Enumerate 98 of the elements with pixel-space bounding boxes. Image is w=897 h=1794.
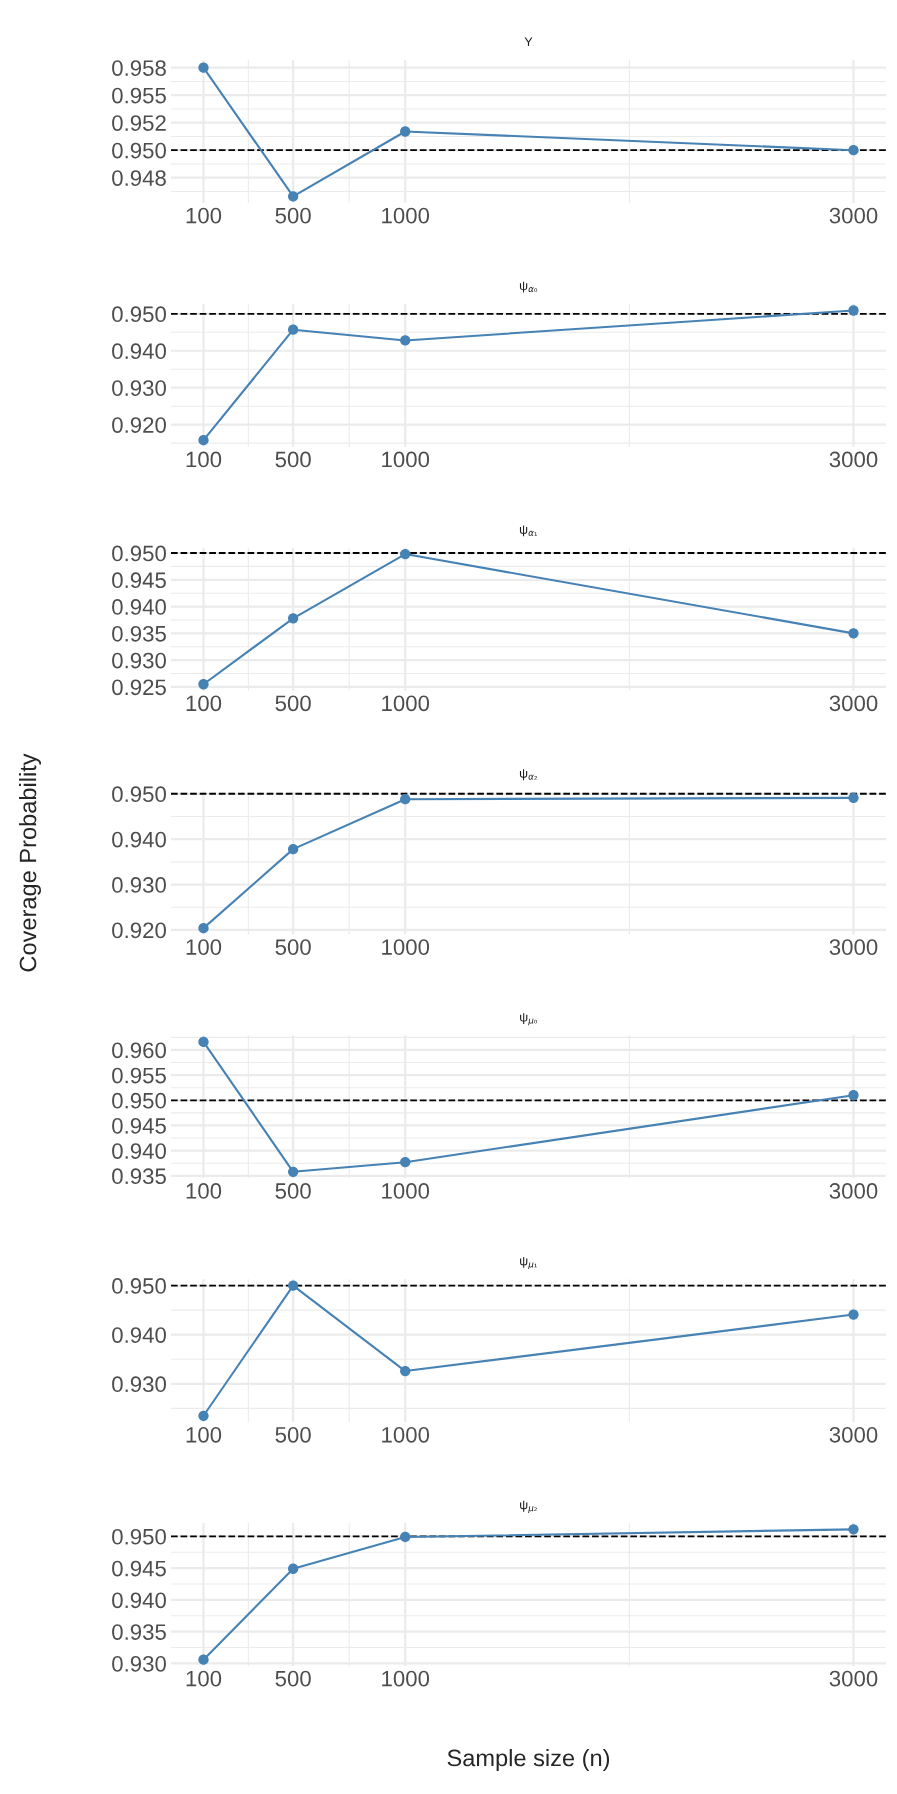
point [848, 628, 859, 639]
x-tick-label: 3000 [829, 451, 878, 468]
y-tick-label: 0.950 [112, 786, 166, 803]
x-axis-title: Sample size (n) [447, 1748, 610, 1771]
x-tick-label: 100 [186, 1670, 222, 1687]
point [288, 191, 299, 202]
point [400, 126, 411, 137]
point [848, 145, 859, 156]
y-tick-label: 0.935 [112, 1624, 166, 1640]
y-tick-label: 0.930 [112, 877, 166, 893]
y-tick-label: 0.920 [112, 922, 166, 939]
x-tick-label: 1000 [382, 1670, 430, 1687]
x-tick-label: 1000 [382, 207, 430, 224]
x-tick-label: 1000 [382, 939, 430, 955]
y-tick-label: 0.955 [112, 1067, 166, 1084]
x-tick-label: 100 [186, 451, 222, 468]
point [400, 335, 411, 346]
point [400, 548, 411, 560]
point [848, 1090, 859, 1101]
chart-title: ψ$_{μ₀}$ [520, 1013, 538, 1026]
y-tick-label: 0.940 [112, 831, 166, 848]
y-tick-label: 0.945 [112, 1118, 166, 1134]
x-tick-label: 500 [275, 939, 311, 955]
point [288, 613, 299, 624]
y-tick-label: 0.940 [112, 1143, 166, 1159]
y-tick-label: 0.945 [112, 1560, 166, 1577]
chart-title: ψ$_{α₀}$ [519, 281, 538, 293]
point [848, 1309, 859, 1320]
y-tick-label: 0.958 [112, 60, 166, 76]
x-tick-label: 500 [275, 1670, 311, 1687]
x-tick-label: 1000 [382, 451, 430, 468]
y-tick-label: 0.950 [112, 142, 166, 159]
y-tick-label: 0.950 [112, 306, 166, 323]
y-tick-label: 0.940 [112, 1592, 166, 1609]
point [848, 792, 859, 804]
point [198, 922, 209, 934]
x-tick-label: 3000 [829, 1426, 878, 1443]
x-tick-label: 3000 [829, 695, 878, 712]
x-tick-label: 500 [275, 1426, 311, 1443]
chart-title: ψ$_{μ₁}$ [520, 1257, 537, 1270]
x-tick-label: 1000 [382, 695, 430, 712]
x-tick-label: 100 [186, 207, 222, 224]
point [288, 1166, 299, 1177]
y-tick-label: 0.930 [112, 1655, 166, 1672]
x-tick-label: 100 [186, 1183, 222, 1199]
y-tick-label: 0.920 [112, 417, 166, 433]
x-tick-label: 3000 [829, 939, 878, 955]
y-tick-label: 0.935 [112, 625, 166, 642]
y-tick-label: 0.955 [112, 87, 166, 104]
y-tick-label: 0.925 [112, 679, 166, 696]
chart-title: ψ$_{α₂}$ [519, 769, 537, 781]
x-tick-label: 3000 [829, 1183, 878, 1199]
point [400, 1157, 411, 1168]
point [198, 1410, 209, 1421]
y-tick-label: 0.930 [112, 652, 166, 669]
x-tick-label: 1000 [382, 1183, 430, 1199]
point [198, 1036, 209, 1048]
y-tick-label: 0.950 [112, 1092, 166, 1109]
point [400, 794, 411, 805]
point [848, 305, 859, 316]
y-tick-label: 0.960 [112, 1042, 166, 1059]
y-tick-label: 0.950 [112, 1528, 166, 1545]
x-tick-label: 500 [275, 451, 311, 468]
x-tick-label: 3000 [829, 1670, 878, 1687]
y-tick-label: 0.930 [112, 1376, 166, 1393]
x-tick-label: 100 [186, 1426, 222, 1443]
point [198, 679, 209, 690]
x-tick-label: 1000 [382, 1426, 430, 1443]
y-tick-label: 0.940 [112, 599, 166, 615]
y-tick-label: 0.940 [112, 1327, 166, 1343]
y-tick-label: 0.945 [112, 572, 166, 589]
x-tick-label: 500 [275, 1183, 311, 1199]
point [848, 1524, 859, 1535]
point [198, 1654, 209, 1665]
point [198, 62, 209, 73]
point [288, 1563, 299, 1574]
y-tick-label: 0.940 [112, 343, 166, 360]
x-tick-label: 500 [275, 695, 311, 712]
y-tick-label: 0.948 [112, 170, 166, 186]
chart-title: ψ$_{α₁}$ [519, 525, 537, 537]
point [288, 324, 299, 335]
chart-title: ψ$_{μ₂}$ [520, 1500, 537, 1513]
point [288, 1280, 299, 1291]
y-tick-label: 0.952 [112, 115, 166, 131]
x-tick-label: 500 [275, 207, 311, 224]
y-tick-label: 0.950 [112, 545, 166, 562]
x-tick-label: 3000 [829, 207, 878, 224]
y-tick-label: 0.930 [112, 380, 166, 396]
point [400, 1365, 411, 1377]
point [288, 844, 299, 855]
y-axis-title: Coverage Probability [19, 753, 41, 972]
x-tick-label: 100 [186, 695, 222, 712]
y-tick-label: 0.935 [112, 1168, 166, 1185]
point [198, 435, 209, 446]
y-tick-label: 0.950 [112, 1278, 166, 1294]
x-tick-label: 100 [186, 939, 222, 955]
chart-title: Y [524, 37, 533, 47]
point [400, 1531, 411, 1543]
